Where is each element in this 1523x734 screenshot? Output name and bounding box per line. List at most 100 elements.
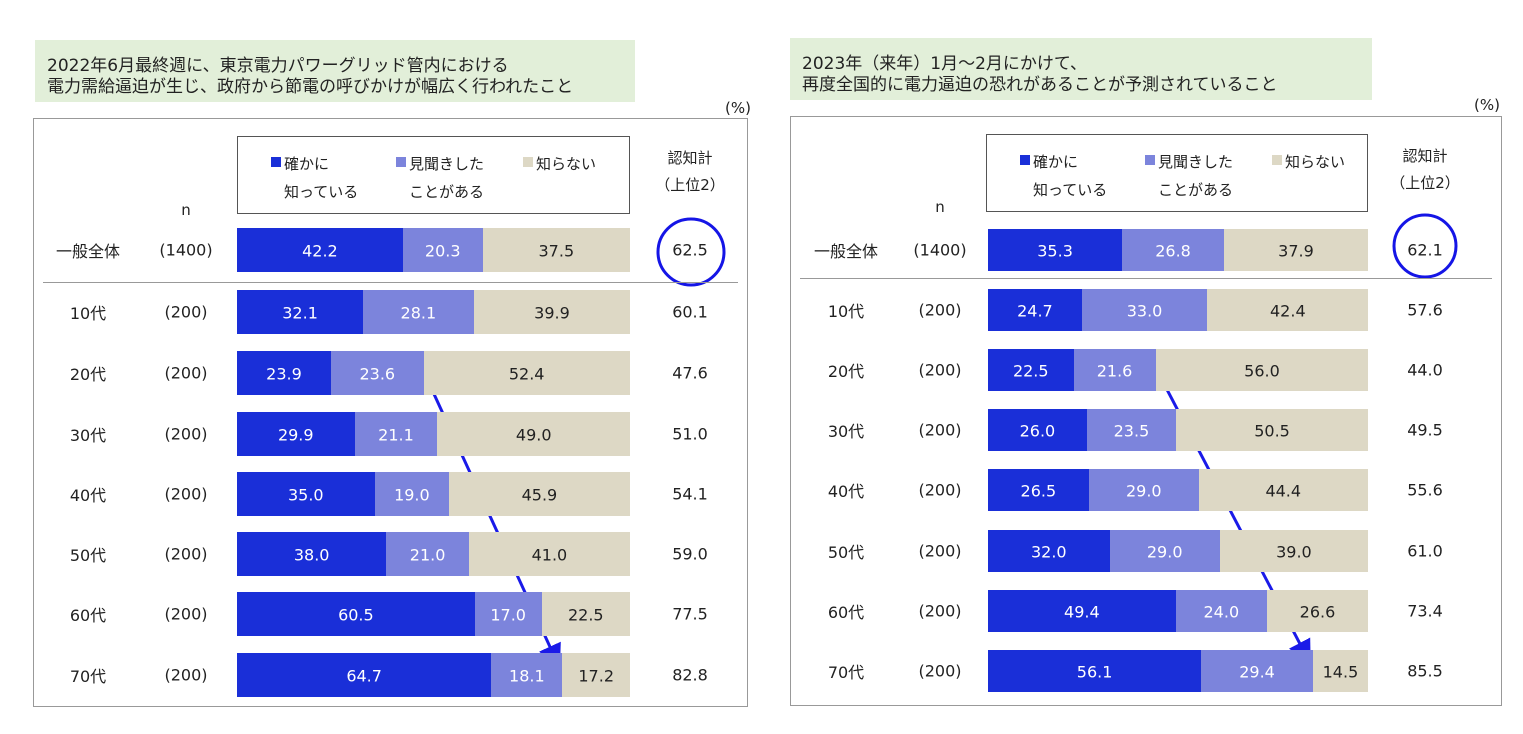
bar-segment — [237, 472, 375, 516]
value-label: 44.4 — [1265, 481, 1302, 501]
n-label: (200) — [164, 604, 208, 624]
bar-segment — [449, 472, 630, 516]
bar-segment — [237, 412, 355, 456]
bar-segment — [474, 592, 542, 636]
total-header: 認知計 （上位2） — [1390, 147, 1460, 192]
bar-segment — [562, 653, 630, 697]
bar-segment — [988, 289, 1082, 331]
legend-label: 知らない — [1285, 153, 1346, 171]
total-label: 62.1 — [1407, 240, 1443, 260]
bar-segment — [491, 653, 563, 697]
total-label: 73.4 — [1407, 601, 1443, 621]
value-label: 52.4 — [508, 364, 545, 384]
bar-segment — [1155, 349, 1369, 391]
category-label: 70代 — [69, 667, 107, 686]
bar-segment — [473, 290, 631, 334]
bar-segment — [1088, 469, 1199, 511]
value-label: 23.5 — [1113, 421, 1150, 441]
bar-segment — [1198, 469, 1368, 511]
value-label: 42.4 — [1270, 301, 1306, 321]
value-label: 17.0 — [490, 605, 526, 625]
n-label: (1400) — [159, 240, 213, 260]
value-label: 23.6 — [359, 364, 396, 384]
value-label: 26.6 — [1299, 602, 1336, 622]
bar-segment — [988, 409, 1087, 451]
value-label: 28.1 — [400, 303, 437, 323]
value-label: 21.6 — [1096, 361, 1133, 381]
n-label: (200) — [918, 420, 962, 440]
value-label: 35.0 — [287, 485, 324, 505]
bar-segment — [237, 351, 331, 395]
total-label: 62.5 — [672, 240, 708, 260]
legend-label: 知らない — [536, 155, 597, 173]
total-label: 82.8 — [672, 665, 708, 685]
value-label: 38.0 — [293, 545, 330, 565]
bar-segment — [1109, 530, 1220, 572]
n-label: (200) — [918, 661, 962, 681]
bar-segment — [1223, 229, 1368, 271]
category-label: 60代 — [69, 606, 107, 625]
bar-segment — [1175, 590, 1267, 632]
bar-segment — [1176, 409, 1368, 451]
bar-segment — [237, 228, 403, 272]
bar-segment — [482, 228, 630, 272]
value-label: 37.9 — [1278, 241, 1314, 261]
total-label: 59.0 — [672, 544, 708, 564]
bar-segment — [237, 653, 492, 697]
bar-segment — [423, 351, 630, 395]
value-label: 49.0 — [515, 425, 552, 445]
legend-label: 確かに 知っている — [284, 155, 359, 201]
category-label: 20代 — [827, 362, 865, 381]
value-label: 45.9 — [521, 485, 558, 505]
value-label: 24.7 — [1017, 301, 1053, 321]
value-label: 21.0 — [409, 545, 446, 565]
value-label: 29.4 — [1239, 662, 1275, 682]
n-label: (200) — [164, 484, 208, 504]
unit-label: (%) — [1474, 96, 1500, 114]
bar-segment — [1312, 650, 1368, 692]
bar-segment — [1201, 650, 1313, 692]
value-label: 22.5 — [1012, 361, 1049, 381]
category-label: 20代 — [69, 365, 107, 384]
n-header: n — [935, 198, 945, 216]
bar-segment — [1219, 530, 1368, 572]
bar-segment — [237, 592, 475, 636]
n-label: (200) — [918, 480, 962, 500]
value-label: 56.1 — [1076, 662, 1113, 682]
bar-segment — [437, 412, 630, 456]
n-label: (200) — [164, 544, 208, 564]
value-label: 60.5 — [338, 605, 374, 625]
separator — [800, 278, 1492, 279]
total-label: 55.6 — [1407, 480, 1443, 500]
category-label: 50代 — [69, 546, 107, 565]
bar-segment — [354, 412, 438, 456]
value-label: 21.1 — [378, 425, 414, 445]
total-label: 49.5 — [1407, 420, 1443, 440]
bar-segment — [541, 592, 630, 636]
legend: 確かに 知っている 見聞きした ことがある 知らない — [986, 134, 1368, 212]
total-header: 認知計 （上位2） — [655, 149, 725, 194]
bar-segment — [237, 532, 387, 576]
legend-swatch — [1145, 155, 1155, 165]
bar-segment — [330, 351, 424, 395]
legend-swatch — [1020, 155, 1030, 165]
bar-segment — [1207, 289, 1369, 331]
value-label: 33.0 — [1126, 301, 1163, 321]
n-label: (200) — [918, 360, 962, 380]
bar-segment — [237, 290, 364, 334]
value-label: 14.5 — [1322, 662, 1359, 682]
n-label: (200) — [164, 424, 208, 444]
bar-segment — [1086, 409, 1177, 451]
value-label: 26.5 — [1020, 481, 1057, 501]
value-label: 23.9 — [266, 364, 302, 384]
legend: 確かに 知っている 見聞きした ことがある 知らない — [237, 136, 630, 214]
category-label: 一般全体 — [813, 242, 879, 261]
bar-segment — [988, 229, 1123, 271]
value-label: 20.3 — [424, 241, 461, 261]
legend-swatch — [523, 157, 533, 167]
title-box: 2022年6月最終週に、東京電力パワーグリッド管内における 電力需給逼迫が生じ、… — [35, 40, 635, 102]
value-label: 17.2 — [578, 666, 614, 686]
n-label: (1400) — [913, 240, 967, 260]
legend-swatch — [396, 157, 406, 167]
